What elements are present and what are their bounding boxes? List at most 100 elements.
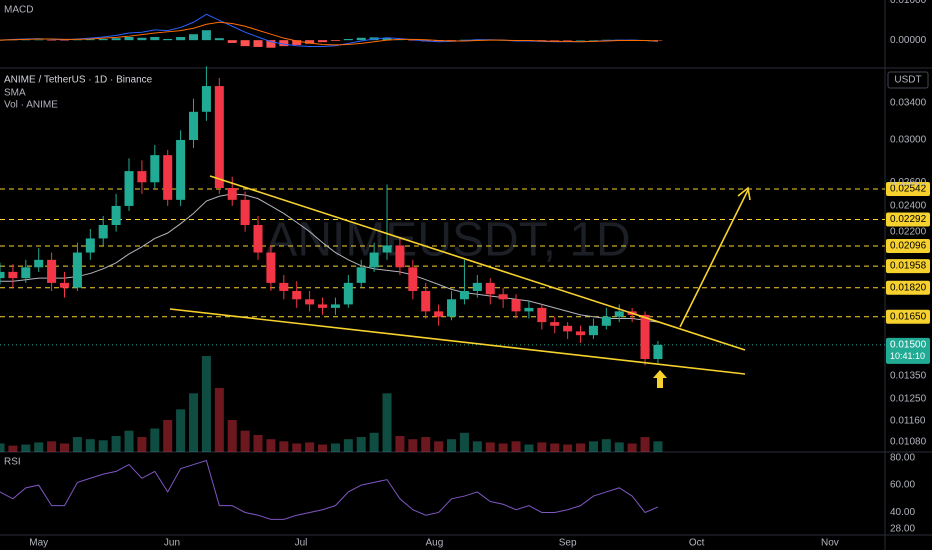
x-tick-label: May: [29, 538, 48, 549]
macd-histogram: [343, 38, 353, 41]
x-tick-label: Oct: [689, 538, 705, 549]
candle-body: [653, 344, 663, 359]
x-tick-label: Sep: [559, 538, 577, 549]
macd-histogram: [330, 40, 340, 41]
level-label-box: [886, 212, 930, 227]
candle-body: [150, 155, 160, 183]
candle-body: [485, 282, 495, 295]
candle-body: [537, 307, 547, 323]
y-tick-label: 0.01080: [890, 437, 927, 448]
y-tick-label: 0.02200: [890, 226, 927, 237]
macd-histogram: [227, 40, 237, 43]
candle-body: [601, 316, 611, 326]
candle-body: [266, 252, 276, 283]
y-tick-label: 80.00: [890, 452, 915, 463]
volume-bar: [266, 439, 276, 452]
volume-bar: [47, 441, 57, 452]
volume-bar: [201, 356, 211, 452]
x-tick-label: Aug: [425, 538, 443, 549]
volume-bar: [356, 437, 366, 452]
x-tick-label: Jul: [295, 538, 308, 549]
macd-histogram: [124, 36, 134, 41]
candle-body: [434, 311, 444, 317]
indicator-label: SMA: [4, 88, 26, 99]
x-tick-label: Jun: [164, 538, 180, 549]
candle-body: [447, 299, 457, 317]
y-tick-label: 0.03400: [890, 98, 927, 109]
y-tick-label: 0.02600: [890, 177, 927, 188]
candle-body: [588, 325, 598, 336]
candle-body: [240, 199, 250, 226]
volume-bar: [511, 441, 521, 452]
candle-body: [524, 307, 534, 312]
volume-bar: [111, 436, 121, 452]
macd-histogram: [292, 40, 302, 45]
macd-histogram: [253, 40, 263, 47]
candle-body: [459, 290, 469, 300]
volume-bar: [0, 443, 5, 452]
volume-bar: [163, 420, 173, 452]
volume-bar: [150, 428, 160, 452]
candle-body: [176, 139, 186, 200]
volume-bar: [240, 430, 250, 452]
candle-body: [614, 311, 624, 317]
currency-box: [887, 71, 929, 89]
macd-histogram: [459, 39, 469, 41]
level-label: 0.02542: [890, 184, 927, 195]
volume-bar: [653, 441, 663, 452]
macd-histogram: [318, 40, 328, 43]
volume-bar: [485, 442, 495, 452]
candle-body: [0, 271, 5, 279]
macd-histogram: [537, 40, 547, 41]
candle-body: [201, 86, 211, 112]
volume-bar: [227, 420, 237, 452]
volume-bar: [537, 442, 547, 452]
volume-bar: [395, 436, 405, 452]
volume-bar: [318, 444, 328, 452]
candle-body: [292, 290, 302, 300]
candle-body: [511, 299, 521, 312]
candle-body: [253, 225, 263, 253]
volume-bar: [214, 388, 224, 452]
last-price-label: 0.01500: [890, 340, 927, 351]
candle-body: [72, 252, 82, 288]
pane-title: MACD: [4, 5, 33, 16]
arrow-head: [737, 186, 751, 201]
macd-histogram: [408, 40, 418, 41]
y-tick-label: 0.01160: [890, 415, 926, 426]
volume-bar: [408, 439, 418, 452]
volume-bar: [343, 439, 353, 452]
level-label-box: [886, 238, 930, 253]
volume-bar: [21, 444, 31, 452]
volume-bar: [588, 441, 598, 452]
level-label: 0.01650: [890, 311, 927, 322]
indicator-label: Vol · ANIME: [4, 100, 58, 111]
macd-histogram: [59, 40, 70, 41]
candle-body: [563, 325, 573, 332]
pane-title: RSI: [4, 457, 21, 468]
macd-histogram: [47, 40, 57, 41]
level-label-box: [886, 309, 930, 324]
plot: [0, 13, 885, 520]
volume-bar: [498, 443, 508, 452]
level-label: 0.02292: [890, 214, 927, 225]
candle-body: [98, 225, 108, 239]
candle-body: [111, 205, 121, 226]
macd-histogram: [163, 38, 173, 41]
volume-bar: [524, 444, 534, 452]
volume-bar: [614, 442, 624, 452]
signal-line: [0, 21, 658, 46]
macd-histogram: [356, 37, 366, 41]
candle-body: [408, 267, 418, 291]
candle-body: [421, 290, 431, 312]
volume-bar: [382, 393, 392, 452]
macd-histogram: [266, 40, 276, 48]
macd-histogram: [85, 39, 95, 41]
volume-bar: [640, 437, 650, 452]
rsi-line: [0, 459, 659, 520]
macd-histogram: [550, 40, 560, 41]
macd-histogram: [21, 39, 31, 41]
y-tick-label: 0.03000: [890, 135, 927, 146]
candle-body: [21, 267, 31, 279]
